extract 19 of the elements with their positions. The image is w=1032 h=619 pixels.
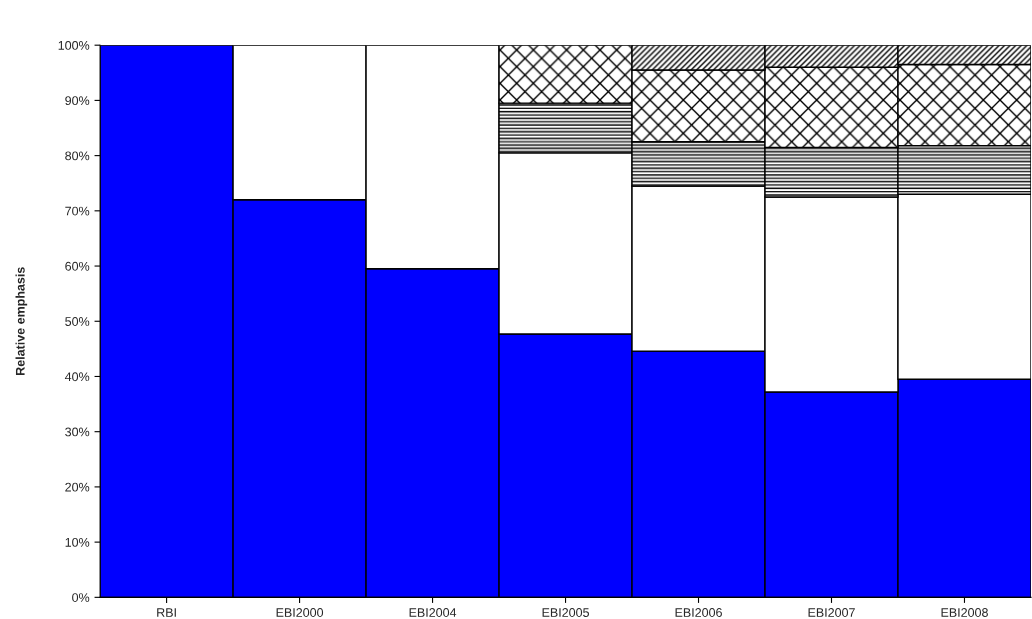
- x-tick-label: EBI2006: [675, 608, 722, 617]
- x-tick-label: EBI2005: [542, 608, 589, 617]
- y-tick-label: 10%: [65, 537, 90, 547]
- x-tick-label: RBI: [157, 608, 176, 617]
- y-tick-label: 90%: [65, 96, 90, 106]
- y-tick-label: 40%: [64, 372, 90, 382]
- y-tick-label: 0%: [72, 593, 90, 602]
- x-tick-label: EBI2000: [276, 608, 324, 617]
- x-tick-label: EBI2008: [941, 608, 988, 617]
- y-tick-label: 30%: [65, 427, 90, 437]
- y-tick-label: 20%: [65, 482, 90, 492]
- y-axis-title: Relative emphasis: [15, 267, 28, 375]
- x-tick-label: EBI2004: [409, 608, 457, 617]
- y-tick-label: 80%: [65, 151, 90, 161]
- y-tick-label: 60%: [65, 261, 90, 271]
- x-tick-label: EBI2007: [808, 608, 855, 617]
- y-tick-label: 70%: [65, 206, 90, 216]
- y-tick-label: 100%: [58, 40, 90, 50]
- y-tick-label: 50%: [65, 317, 90, 326]
